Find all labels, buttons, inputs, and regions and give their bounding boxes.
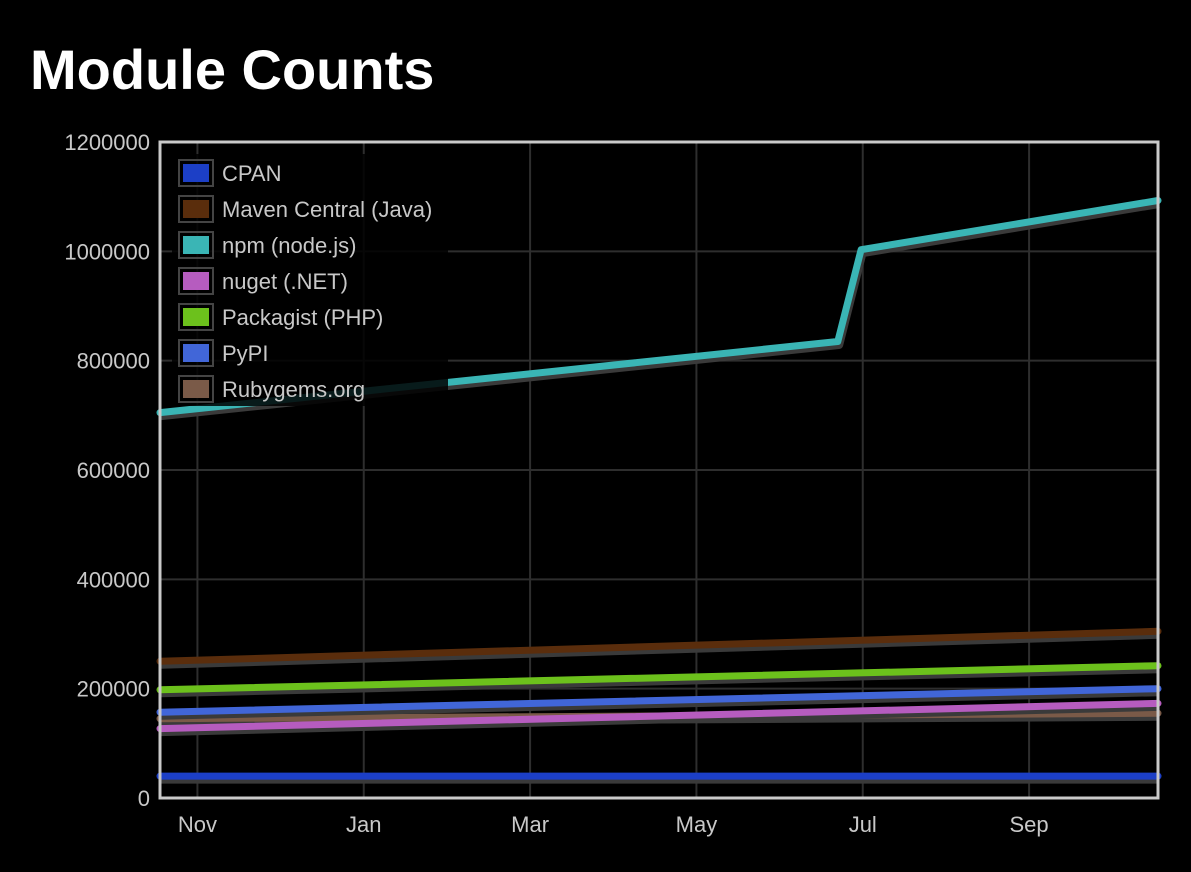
x-tick-label: Nov (178, 812, 217, 837)
y-tick-label: 600000 (77, 458, 150, 483)
y-tick-label: 800000 (77, 349, 150, 374)
x-tick-label: Sep (1010, 812, 1049, 837)
legend-swatch-frame-nuget-net (178, 267, 214, 295)
legend-swatch-npm-node-js (183, 236, 209, 254)
legend-label-cpan: CPAN (222, 161, 282, 186)
legend-swatch-maven-central-java (183, 200, 209, 218)
legend-background (172, 154, 448, 406)
legend-swatch-packagist-php (183, 308, 209, 326)
legend-label-maven-central-java: Maven Central (Java) (222, 197, 432, 222)
legend-swatch-frame-maven-central-java (178, 195, 214, 223)
legend-swatch-rubygems-org (183, 380, 209, 398)
series-line-maven-central-java (156, 627, 1162, 665)
y-tick-label: 1200000 (64, 130, 150, 155)
legend-label-packagist-php: Packagist (PHP) (222, 305, 383, 330)
legend-swatch-frame-pypi (178, 339, 214, 367)
legend-label-nuget-net: nuget (.NET) (222, 269, 348, 294)
y-tick-label: 0 (138, 786, 150, 811)
x-tick-label: Jul (849, 812, 877, 837)
legend-swatch-frame-rubygems-org (178, 375, 214, 403)
series-line-npm-node-js (156, 197, 1162, 417)
legend-swatch-frame-cpan (178, 159, 214, 187)
legend-swatch-frame-packagist-php (178, 303, 214, 331)
x-tick-label: Jan (346, 812, 381, 837)
legend-label-pypi: PyPI (222, 341, 268, 366)
x-tick-label: Mar (511, 812, 549, 837)
plot-border (158, 140, 1160, 800)
series-line-nuget-net (156, 699, 1162, 733)
page-title: Module Counts (30, 38, 435, 101)
y-tick-label: 400000 (77, 567, 150, 592)
x-tick-label: May (676, 812, 718, 837)
legend-label-npm-node-js: npm (node.js) (222, 233, 357, 258)
series-line-pypi (156, 685, 1162, 716)
legend-swatch-nuget-net (183, 272, 209, 290)
series-line-packagist-php (156, 662, 1162, 694)
y-tick-label: 1000000 (64, 239, 150, 264)
legend-label-rubygems-org: Rubygems.org (222, 377, 365, 402)
legend-swatch-frame-npm-node-js (178, 231, 214, 259)
legend: CPAN Maven Central (Java) npm (node.js) nug… (172, 154, 448, 406)
legend-swatch-cpan (183, 164, 209, 182)
legend-swatch-pypi (183, 344, 209, 362)
y-tick-label: 200000 (77, 677, 150, 702)
